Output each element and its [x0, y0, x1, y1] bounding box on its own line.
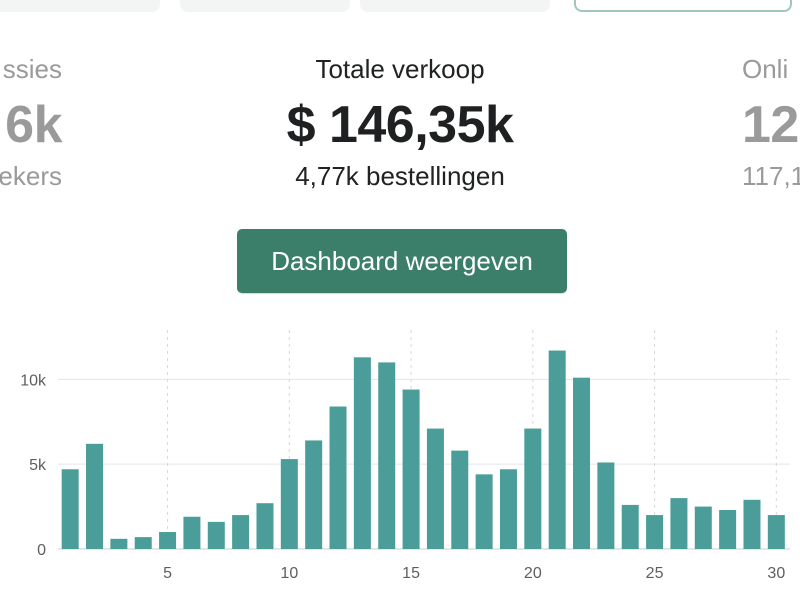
bar-day-1[interactable] [61, 469, 79, 549]
x-tick-label: 25 [646, 565, 664, 582]
bar-day-7[interactable] [207, 521, 225, 549]
bar-day-25[interactable] [646, 515, 664, 549]
bar-day-22[interactable] [573, 377, 591, 549]
metric-total-sales-value: $ 146,35k [286, 96, 514, 154]
bar-day-23[interactable] [597, 462, 615, 549]
metric-sessions-value: 6k [5, 96, 62, 154]
bar-day-4[interactable] [134, 537, 152, 549]
bar-day-17[interactable] [451, 450, 469, 549]
top-tab-4[interactable] [574, 0, 792, 12]
bar-day-9[interactable] [256, 503, 274, 549]
bar-day-2[interactable] [86, 443, 104, 549]
top-tab-3[interactable] [360, 0, 550, 12]
metric-total-sales-sub: 4,77k bestellingen [295, 161, 505, 191]
bar-day-15[interactable] [402, 389, 420, 549]
metric-sessions-label: ssies [2, 54, 62, 84]
x-tick-label: 15 [402, 565, 420, 582]
metric-online-sub: 117,1 [742, 161, 800, 191]
bar-day-27[interactable] [694, 506, 712, 549]
bar-day-30[interactable] [767, 515, 785, 549]
x-tick-label: 20 [524, 565, 542, 582]
bar-day-3[interactable] [110, 538, 128, 549]
bar-day-21[interactable] [548, 350, 566, 549]
bar-day-13[interactable] [353, 357, 371, 549]
bar-day-16[interactable] [426, 428, 444, 549]
bar-day-6[interactable] [183, 516, 201, 549]
metric-total-sales: Totale verkoop $ 146,35k 4,77k bestellin… [200, 54, 600, 192]
x-tick-label: 10 [280, 565, 298, 582]
bar-day-12[interactable] [329, 406, 347, 549]
metric-sessions-sub: ekers [0, 161, 62, 191]
metric-total-sales-label: Totale verkoop [315, 54, 485, 84]
sales-bar-chart: 0 5k 10k 5 10 15 20 25 30 [20, 330, 790, 582]
metric-sessions: ssies 6k ekers [0, 54, 62, 192]
y-tick-label: 10k [20, 372, 47, 389]
top-tab-2[interactable] [180, 0, 350, 12]
view-dashboard-button[interactable]: Dashboard weergeven [237, 229, 567, 293]
metric-online-label: Onli [742, 54, 789, 84]
bar-day-18[interactable] [475, 474, 493, 549]
bar-day-11[interactable] [305, 440, 323, 549]
x-tick-label: 5 [163, 565, 172, 582]
bar-day-14[interactable] [378, 362, 396, 549]
bar-day-19[interactable] [499, 469, 517, 549]
metric-online: Onli 12 117,1 [742, 54, 800, 192]
bar-day-29[interactable] [743, 499, 761, 549]
x-tick-label: 30 [767, 565, 785, 582]
bar-day-28[interactable] [719, 509, 737, 549]
y-tick-label: 0 [37, 542, 46, 559]
top-tab-1[interactable] [0, 0, 160, 12]
y-tick-label: 5k [29, 457, 47, 474]
bar-day-20[interactable] [524, 428, 542, 549]
metric-online-value: 12 [742, 96, 799, 154]
bar-day-24[interactable] [621, 504, 639, 549]
bar-day-8[interactable] [232, 515, 250, 549]
bar-day-5[interactable] [159, 532, 177, 549]
bar-day-26[interactable] [670, 498, 688, 549]
bar-day-10[interactable] [280, 459, 298, 549]
